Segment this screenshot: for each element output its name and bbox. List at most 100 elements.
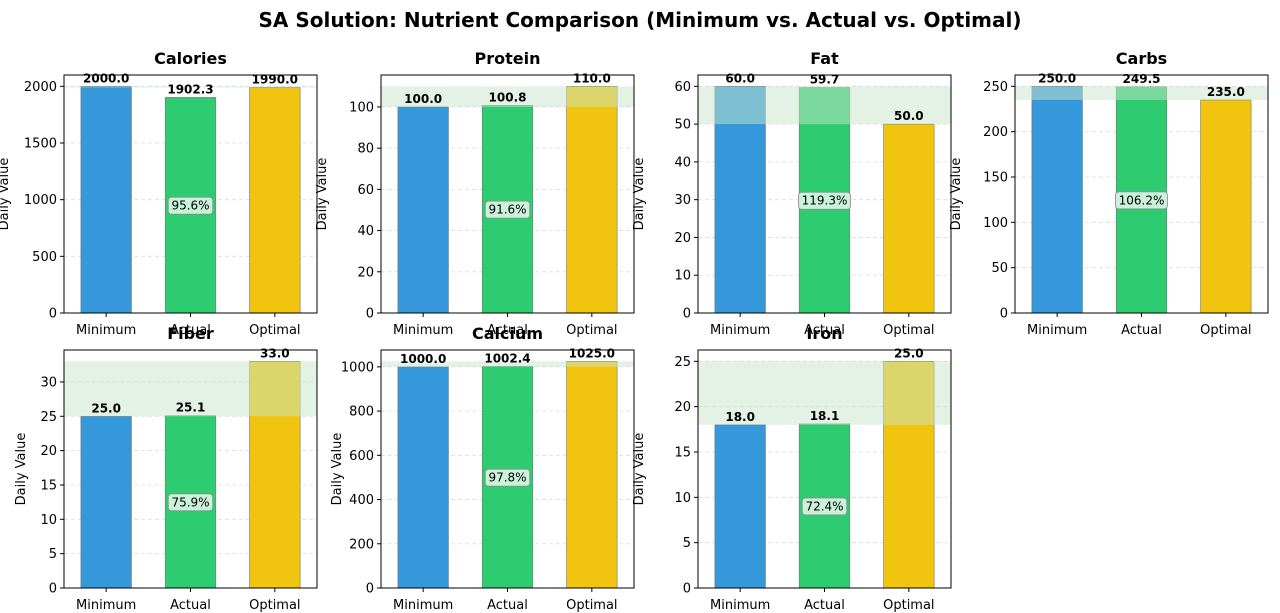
y-tick-label: 80 bbox=[357, 142, 374, 157]
x-tick-label: Minimum bbox=[710, 323, 770, 338]
bar-minimum bbox=[714, 424, 766, 589]
x-tick-label: Minimum bbox=[1027, 323, 1087, 338]
chart-panel-carbs: Carbs Daily Value 0 50 100 150 200 250 Minimum Ac… bbox=[949, 49, 1269, 338]
value-label: 2000.0 bbox=[83, 71, 129, 85]
chart-panel-fat: Fat Daily Value 0 10 20 30 40 50 60 Minimum Actual… bbox=[632, 49, 952, 338]
y-tick-label: 20 bbox=[40, 444, 57, 459]
y-tick-label: 25 bbox=[674, 355, 691, 370]
y-tick-label: 10 bbox=[40, 513, 57, 528]
x-tick-label: Actual bbox=[804, 598, 845, 613]
y-tick-label: 25 bbox=[40, 410, 57, 425]
x-tick-label: Optimal bbox=[566, 598, 617, 613]
x-tick-label: Actual bbox=[170, 598, 211, 613]
x-tick-label: Actual bbox=[1121, 323, 1162, 338]
chart-panel-protein: Protein Daily Value 0 20 40 60 80 100 Minimum Act… bbox=[315, 49, 635, 338]
y-tick-label: 10 bbox=[674, 491, 691, 506]
value-label: 100.0 bbox=[404, 92, 442, 106]
y-tick-label: 15 bbox=[40, 478, 57, 493]
y-tick-label: 20 bbox=[357, 265, 374, 280]
y-tick-label: 0 bbox=[49, 307, 57, 322]
plot-area-protein: 0 20 40 60 80 100 Minimum Actual Optimal 100.0 100… bbox=[349, 71, 635, 338]
value-label: 18.1 bbox=[810, 409, 840, 423]
plot-area-fat: 0 10 20 30 40 50 60 Minimum Actual Optimal 60.0 59.… bbox=[674, 71, 952, 338]
bar-optimal bbox=[249, 87, 301, 314]
value-label: 25.0 bbox=[894, 346, 924, 360]
pct-annotation: 97.8% bbox=[484, 468, 531, 487]
pct-label: 106.2% bbox=[1119, 193, 1165, 207]
value-label: 25.1 bbox=[176, 401, 206, 415]
optimal-range-band bbox=[64, 86, 317, 88]
y-tick-label: 100 bbox=[983, 216, 1008, 231]
y-tick-label: 400 bbox=[349, 493, 374, 508]
pct-label-box bbox=[484, 200, 531, 219]
x-tick-label: Actual bbox=[487, 323, 528, 338]
y-tick-label: 1000 bbox=[24, 193, 57, 208]
pct-annotation: 95.6% bbox=[167, 196, 214, 215]
y-tick-label: 60 bbox=[674, 80, 691, 95]
chart-panel-iron: Iron Daily Value 0 5 10 15 20 25 Minimum Actual Op… bbox=[632, 324, 952, 613]
pct-annotation: 106.2% bbox=[1115, 191, 1168, 210]
subplot-title: Protein bbox=[474, 49, 541, 68]
y-tick-label: 250 bbox=[983, 80, 1008, 95]
y-tick-label: 20 bbox=[674, 231, 691, 246]
pct-annotation: 119.3% bbox=[798, 191, 851, 210]
chart-panel-fiber: Fiber Daily Value 0 5 10 15 20 25 30 Minimum Actua… bbox=[0, 324, 318, 613]
plot-area-carbs: 0 50 100 150 200 250 Minimum Actual Optimal 250.0… bbox=[983, 71, 1269, 338]
chart-panel-calories: Calories Daily Value 0 500 1000 1500 2000 Minim… bbox=[0, 49, 318, 338]
optimal-range-band bbox=[381, 361, 634, 367]
value-label: 110.0 bbox=[573, 71, 611, 85]
value-label: 235.0 bbox=[1207, 85, 1245, 99]
value-label: 1025.0 bbox=[569, 346, 615, 360]
y-tick-label: 600 bbox=[349, 449, 374, 464]
x-tick-label: Optimal bbox=[883, 598, 934, 613]
value-label: 1902.3 bbox=[167, 82, 213, 96]
y-tick-label: 50 bbox=[674, 118, 691, 133]
value-label: 33.0 bbox=[260, 346, 290, 360]
x-tick-label: Actual bbox=[487, 598, 528, 613]
optimal-range-band bbox=[698, 86, 951, 125]
pct-label: 75.9% bbox=[171, 495, 209, 509]
subplot-title: Fiber bbox=[167, 324, 214, 343]
value-label: 1990.0 bbox=[252, 72, 298, 86]
chart-panel-calcium: Calcium Daily Value 0 200 400 600 800 1000 Minim… bbox=[317, 324, 635, 613]
bar-minimum bbox=[1031, 86, 1083, 314]
value-label: 249.5 bbox=[1123, 72, 1161, 86]
pct-label-box bbox=[167, 493, 214, 512]
y-tick-label: 2000 bbox=[24, 80, 57, 95]
y-tick-label: 60 bbox=[357, 183, 374, 198]
optimal-range-band bbox=[1015, 86, 1268, 100]
y-tick-label: 800 bbox=[349, 405, 374, 420]
pct-annotation: 91.6% bbox=[484, 200, 531, 219]
x-tick-label: Minimum bbox=[76, 323, 136, 338]
value-label: 50.0 bbox=[894, 109, 924, 123]
y-tick-label: 0 bbox=[1000, 307, 1008, 322]
value-label: 18.0 bbox=[725, 410, 755, 424]
y-tick-label: 50 bbox=[991, 261, 1008, 276]
pct-annotation: 75.9% bbox=[167, 493, 214, 512]
y-tick-label: 500 bbox=[32, 250, 57, 265]
y-tick-label: 1500 bbox=[24, 137, 57, 152]
bar-minimum bbox=[397, 366, 449, 589]
bar-optimal bbox=[883, 123, 935, 314]
y-tick-label: 200 bbox=[349, 537, 374, 552]
y-tick-label: 15 bbox=[674, 446, 691, 461]
pct-label-box bbox=[167, 196, 214, 215]
optimal-range-band bbox=[64, 361, 317, 417]
optimal-range-band bbox=[381, 86, 634, 107]
bar-optimal bbox=[566, 361, 618, 589]
subplot-title: Fat bbox=[810, 49, 839, 68]
subplot-title: Carbs bbox=[1115, 49, 1168, 68]
y-tick-label: 1000 bbox=[341, 360, 374, 375]
x-tick-label: Actual bbox=[170, 323, 211, 338]
bar-optimal bbox=[566, 86, 618, 314]
x-tick-label: Minimum bbox=[393, 323, 453, 338]
y-tick-label: 0 bbox=[683, 582, 691, 597]
value-label: 100.8 bbox=[489, 90, 527, 104]
y-tick-label: 10 bbox=[674, 269, 691, 284]
y-tick-label: 0 bbox=[366, 582, 374, 597]
value-label: 60.0 bbox=[725, 71, 755, 85]
y-tick-label: 30 bbox=[40, 375, 57, 390]
y-tick-label: 0 bbox=[683, 307, 691, 322]
value-label: 59.7 bbox=[810, 72, 840, 86]
x-tick-label: Optimal bbox=[883, 323, 934, 338]
